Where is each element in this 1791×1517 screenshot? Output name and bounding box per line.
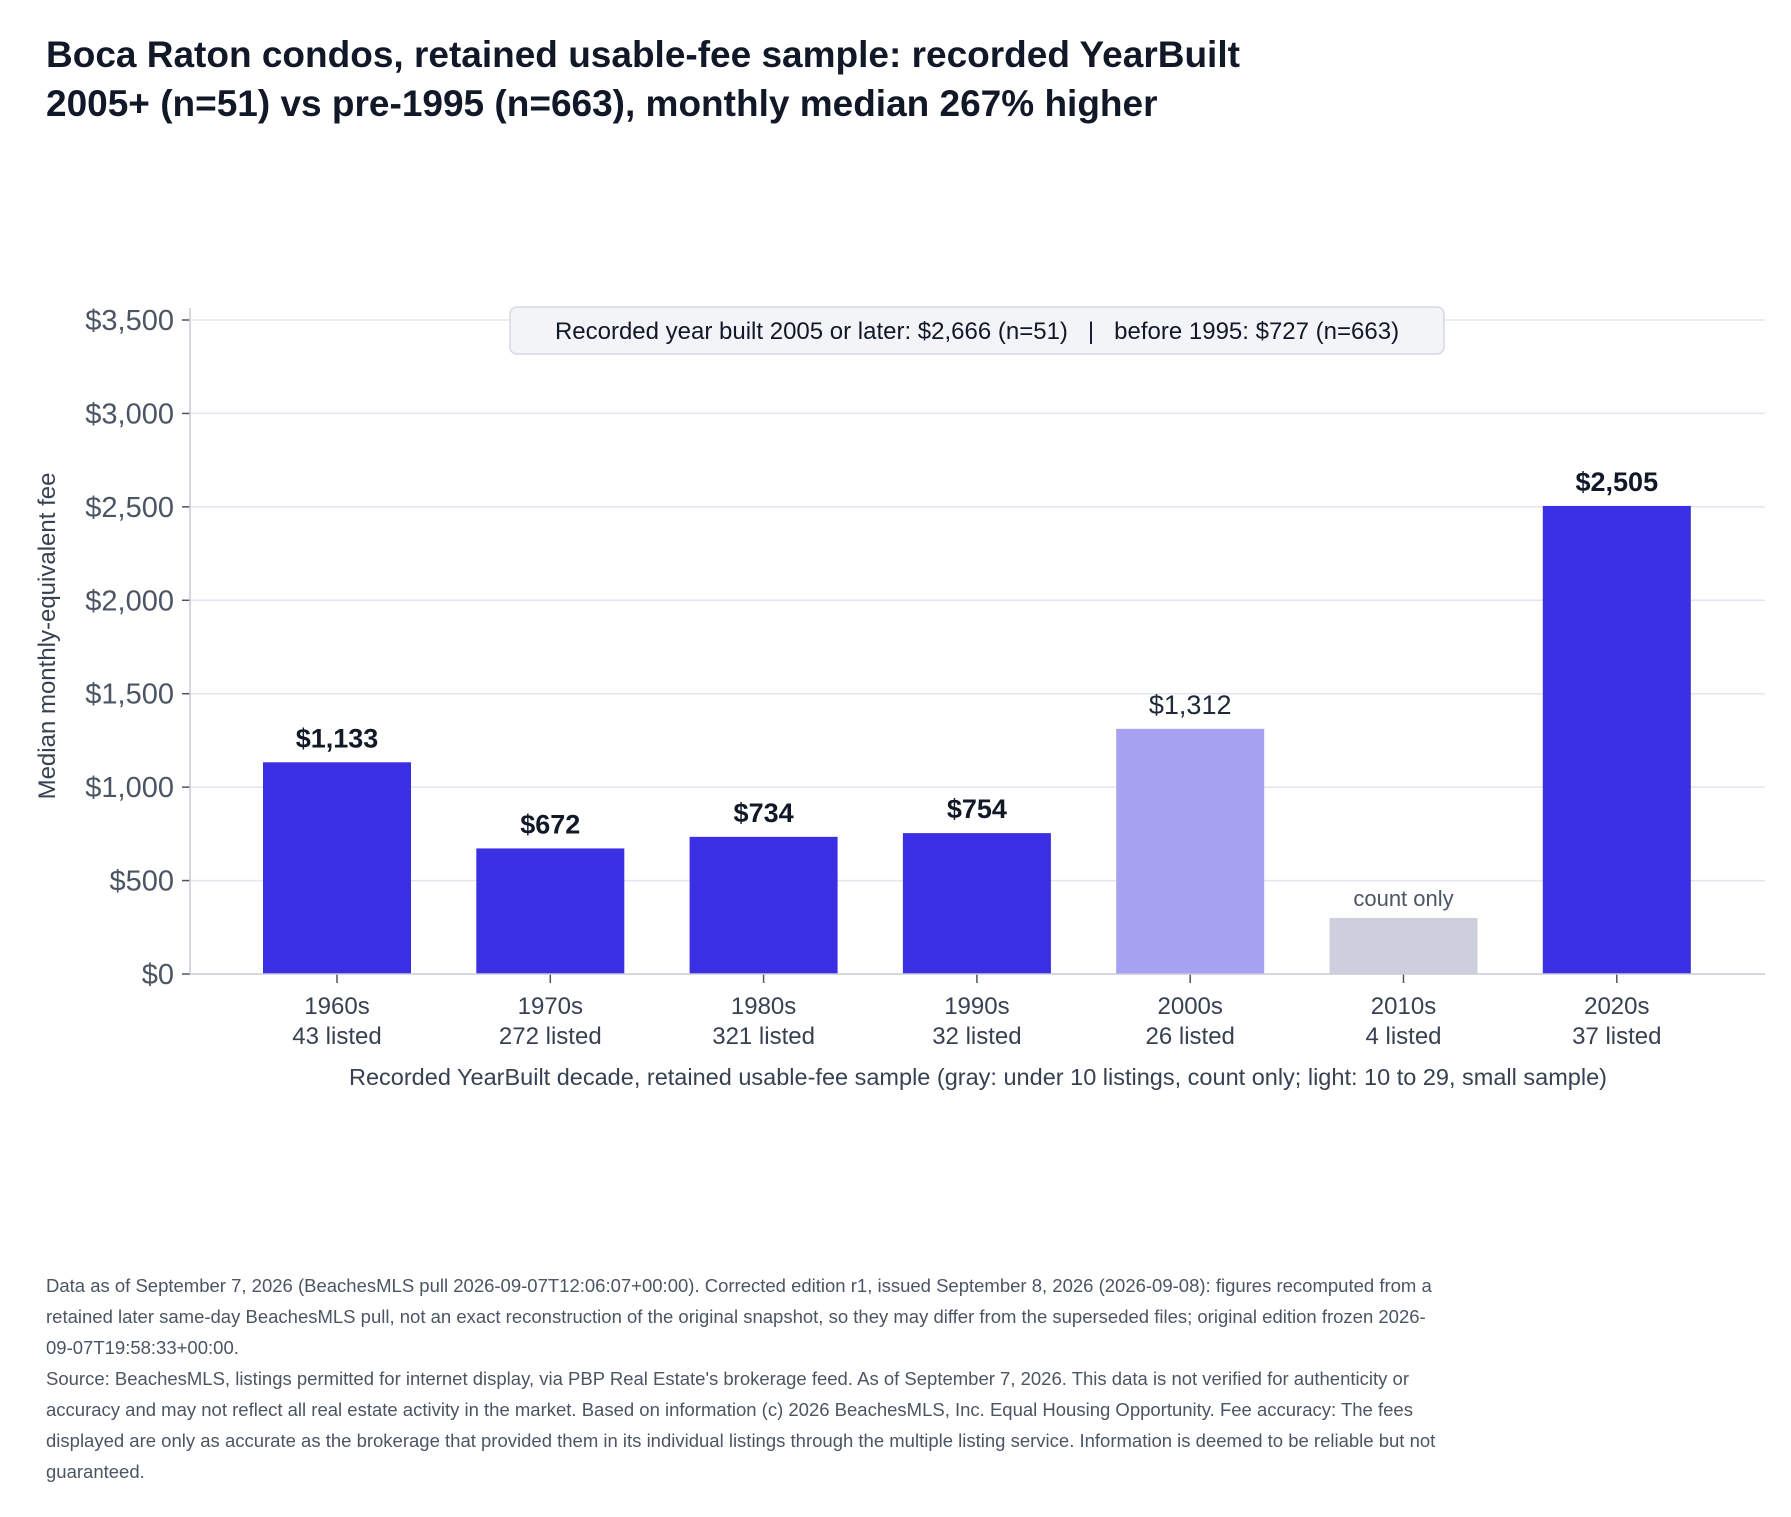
bar-2000s <box>1116 728 1265 974</box>
y-axis-ticks: $0 $500 $1,000 $1,500 $2,000 $2,500 $3,000 $3,5… <box>85 305 190 991</box>
x-tick-label-count: 32 listed <box>932 1023 1021 1050</box>
annotation-box: Recorded year built 2005 or later: $2,66… <box>509 306 1445 355</box>
x-axis-ticks: 1960s 43 listed 1970s 272 listed 1980s 321 li… <box>292 974 1661 1050</box>
bar-value-label: $1,312 <box>1149 690 1232 720</box>
x-tick-label-decade: 1980s <box>731 993 796 1020</box>
bar-value-label: $734 <box>734 798 794 828</box>
bar-1960s <box>263 762 411 974</box>
y-tick-label: $3,500 <box>85 305 174 337</box>
y-tick-label: $0 <box>142 959 174 991</box>
y-tick-label: $2,500 <box>85 492 174 524</box>
x-tick-label-decade: 2000s <box>1158 993 1223 1020</box>
bar-2020s <box>1542 505 1691 974</box>
y-tick-label: $3,000 <box>85 398 174 430</box>
bars <box>263 505 1691 974</box>
annotation-background <box>509 306 1445 355</box>
y-tick-label: $1,000 <box>85 772 174 804</box>
bar-1970s <box>476 848 625 974</box>
bar-2010s <box>1329 917 1478 974</box>
bar-1980s <box>689 836 838 974</box>
x-tick-label-count: 321 listed <box>712 1023 815 1050</box>
x-tick-label-decade: 2010s <box>1371 993 1436 1020</box>
x-tick-label-count: 4 listed <box>1365 1023 1441 1050</box>
y-tick-label: $2,000 <box>85 585 174 617</box>
chart-footnotes: Data as of September 7, 2026 (BeachesMLS… <box>46 1270 1446 1487</box>
annotation-text: Recorded year built 2005 or later: $2,66… <box>555 318 1399 345</box>
y-tick-label: $1,500 <box>85 679 174 711</box>
bar-value-labels: $1,133 $672 $734 $754 $1,312 count only $2,505 <box>296 467 1658 911</box>
bar-value-label: count only <box>1353 886 1453 911</box>
x-tick-label-count: 272 listed <box>499 1023 602 1050</box>
x-tick-label-count: 26 listed <box>1146 1023 1235 1050</box>
bar-value-label: $1,133 <box>296 723 379 753</box>
x-tick-label-decade: 1970s <box>518 993 583 1020</box>
bar-value-label: $672 <box>520 809 580 839</box>
x-axis-label: Recorded YearBuilt decade, retained usab… <box>349 1064 1607 1090</box>
bar-value-label: $754 <box>947 794 1007 824</box>
chart-title-line-1: Boca Raton condos, retained usable-fee s… <box>46 34 1240 75</box>
bar-chart: $0 $500 $1,000 $1,500 $2,000 $2,500 $3,000 $3,5… <box>34 305 1765 1090</box>
chart-title: Boca Raton condos, retained usable-fee s… <box>46 30 1606 128</box>
source-note: Source: BeachesMLS, listings permitted f… <box>46 1368 1436 1482</box>
x-tick-label-decade: 2020s <box>1584 993 1649 1020</box>
bar-value-label: $2,505 <box>1576 467 1659 497</box>
x-tick-label-decade: 1960s <box>304 993 369 1020</box>
bar-1990s <box>902 833 1051 974</box>
x-tick-label-decade: 1990s <box>944 993 1009 1020</box>
y-axis-label: Median monthly-equivalent fee <box>34 473 61 800</box>
y-tick-label: $500 <box>109 866 174 898</box>
edition-note: Data as of September 7, 2026 (BeachesMLS… <box>46 1275 1432 1358</box>
chart-title-line-2: 2005+ (n=51) vs pre-1995 (n=663), monthl… <box>46 83 1158 124</box>
x-tick-label-count: 37 listed <box>1572 1023 1661 1050</box>
x-tick-label-count: 43 listed <box>292 1023 381 1050</box>
